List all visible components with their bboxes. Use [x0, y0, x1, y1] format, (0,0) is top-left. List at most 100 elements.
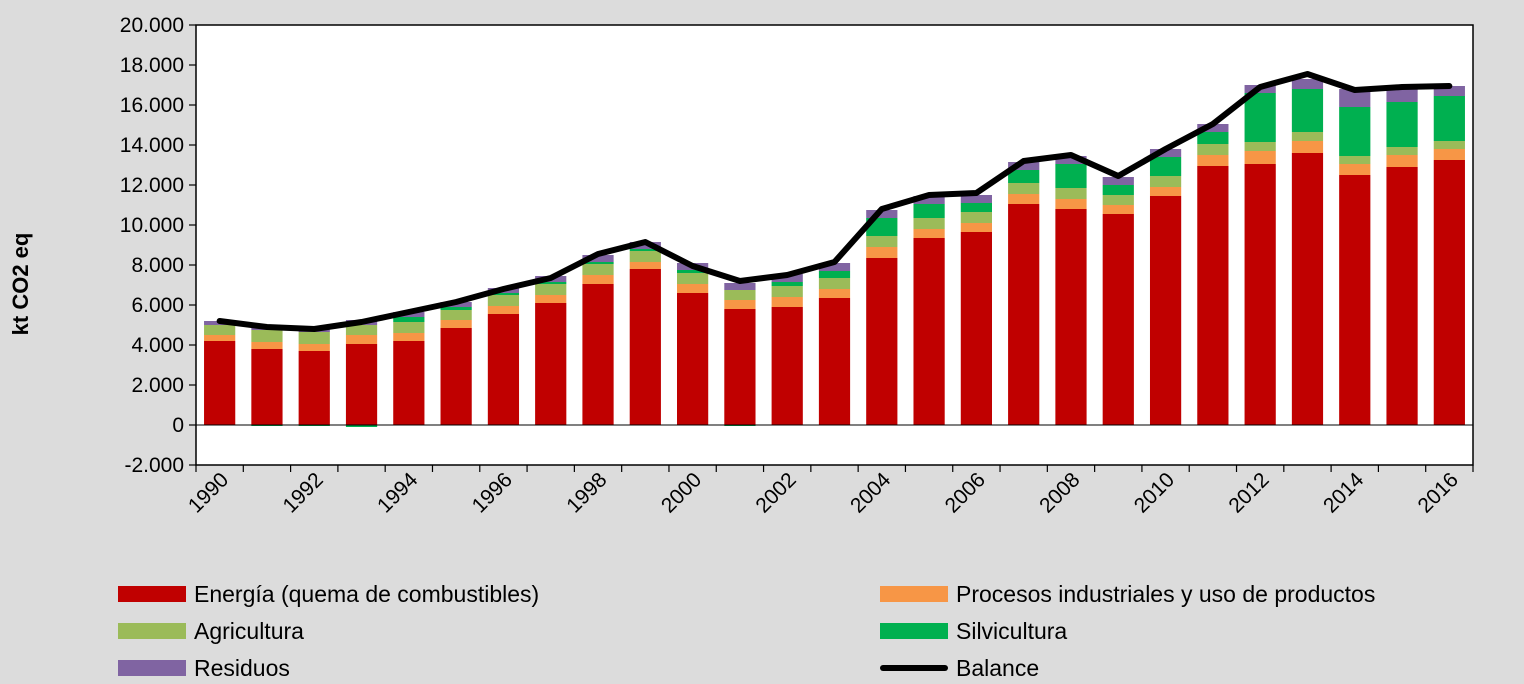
x-tick-label: 2006 [941, 468, 990, 517]
balance-line [216, 71, 1453, 332]
bar-1996-series-3 [487, 293, 520, 295]
bar-2006-series-2 [960, 212, 992, 223]
bar-1996-series-0 [487, 314, 520, 425]
y-tick-label: 4.000 [131, 334, 184, 357]
y-axis-label: kt CO2 eq [8, 233, 33, 336]
bar-2007-series-4 [1008, 162, 1040, 170]
bar-2002-series-1 [771, 297, 803, 307]
bar-1999-series-2 [629, 251, 661, 262]
x-tick-label: 1994 [373, 468, 423, 518]
bar-1999-series-3 [629, 249, 661, 251]
bar-2012-series-3 [1244, 93, 1276, 142]
y-tick-label: 0 [172, 414, 184, 437]
bar-1996-series-1 [487, 306, 520, 314]
bar-2001-series-0 [724, 309, 756, 425]
bar-2009-series-1 [1102, 205, 1134, 214]
y-tick-label: 6.000 [131, 294, 184, 317]
bar-2005-series-1 [913, 229, 945, 238]
bar-2010-series-1 [1149, 187, 1182, 196]
bar-2012-series-2 [1244, 142, 1276, 151]
bar-1997-series-0 [535, 303, 567, 425]
bar-2010-series-4 [1149, 149, 1182, 157]
bar-1991-series-1 [251, 342, 283, 349]
bar-2000-series-3 [677, 270, 709, 273]
bar-1992-series-1 [298, 344, 330, 351]
bar-2005-series-2 [913, 218, 945, 229]
bar-2009-series-4 [1102, 177, 1134, 185]
bar-1994-series-0 [393, 341, 425, 425]
bar-2003-series-4 [818, 263, 851, 271]
bar-2016-series-3 [1433, 96, 1465, 141]
bar-2007-series-2 [1008, 183, 1040, 194]
bar-2004-series-0 [866, 258, 898, 425]
bar-2014-series-3 [1339, 107, 1371, 156]
bar-2003-series-0 [818, 298, 851, 425]
bar-1993-series-0 [345, 344, 378, 425]
bar-1998-series-0 [582, 284, 614, 425]
bar-2009-series-3 [1102, 185, 1134, 195]
bar-2015-series-1 [1386, 155, 1418, 167]
bar-2013-series-1 [1291, 141, 1324, 153]
bar-2001-series-1 [724, 300, 756, 309]
bar-2011-series-2 [1197, 144, 1229, 155]
bar-1997-series-1 [535, 295, 567, 303]
bar-1995-series-0 [440, 328, 472, 425]
bar-2015-series-4 [1386, 89, 1418, 102]
x-tick-label: 2014 [1319, 468, 1369, 518]
bar-1996-series-2 [487, 295, 520, 306]
bar-1993-series-1 [345, 335, 378, 344]
bar-1991-series-2 [251, 330, 283, 342]
bar-2011-series-4 [1197, 124, 1229, 132]
x-tick-label: 1998 [562, 468, 611, 517]
bar-2015-series-3 [1386, 102, 1418, 147]
bar-2000-series-2 [677, 273, 709, 284]
x-tick-label: 2004 [846, 468, 896, 518]
bar-2013-series-0 [1291, 153, 1324, 425]
bar-1995-series-1 [440, 320, 472, 328]
bar-2007-series-1 [1008, 194, 1040, 204]
plot-border [195, 24, 1474, 466]
bar-1990-series-2 [204, 325, 236, 335]
bar-2006-series-3 [960, 203, 992, 212]
y-tick-label: -2.000 [124, 454, 184, 477]
bar-2004-series-3 [866, 218, 898, 236]
bar-2013-series-2 [1291, 132, 1324, 141]
bar-2007-series-3 [1008, 170, 1040, 183]
bars-layer [204, 79, 1465, 427]
bar-2015-series-0 [1386, 167, 1418, 425]
bar-2010-series-3 [1149, 157, 1182, 176]
x-tick-label: 2010 [1130, 468, 1179, 517]
bar-2000-series-1 [677, 284, 709, 293]
balance-layer [216, 71, 1453, 332]
bar-2013-series-3 [1291, 89, 1324, 132]
y-tick-label: 18.000 [120, 54, 184, 77]
bar-1998-series-3 [582, 262, 614, 264]
bar-1997-series-3 [535, 282, 567, 284]
bar-2014-series-2 [1339, 156, 1371, 164]
bar-2011-series-0 [1197, 166, 1229, 425]
bar-1993-series-3 [345, 425, 378, 427]
x-tick-label: 1990 [184, 468, 233, 517]
bar-2000-series-0 [677, 293, 709, 425]
bar-2005-series-0 [913, 238, 945, 425]
bar-2003-series-1 [818, 289, 851, 298]
bar-1990-series-1 [204, 335, 236, 341]
bar-2005-series-3 [913, 204, 945, 218]
bar-2002-series-0 [771, 307, 803, 425]
bar-2016-series-4 [1433, 86, 1465, 96]
bar-2015-series-2 [1386, 147, 1418, 155]
bar-2002-series-2 [771, 286, 803, 297]
x-tick-label: 2012 [1224, 468, 1273, 517]
bar-2009-series-0 [1102, 214, 1134, 425]
x-tick-label: 1996 [468, 468, 517, 517]
bar-1998-series-1 [582, 275, 614, 284]
y-tick-label: 2.000 [131, 374, 184, 397]
bar-2012-series-0 [1244, 164, 1276, 425]
bar-1990-series-0 [204, 341, 236, 425]
x-tick-label: 1992 [278, 468, 327, 517]
bar-2016-series-2 [1433, 141, 1465, 149]
bar-1994-series-1 [393, 333, 425, 341]
bar-2006-series-4 [960, 195, 992, 203]
bar-2008-series-1 [1055, 199, 1087, 209]
bar-2009-series-2 [1102, 195, 1134, 205]
